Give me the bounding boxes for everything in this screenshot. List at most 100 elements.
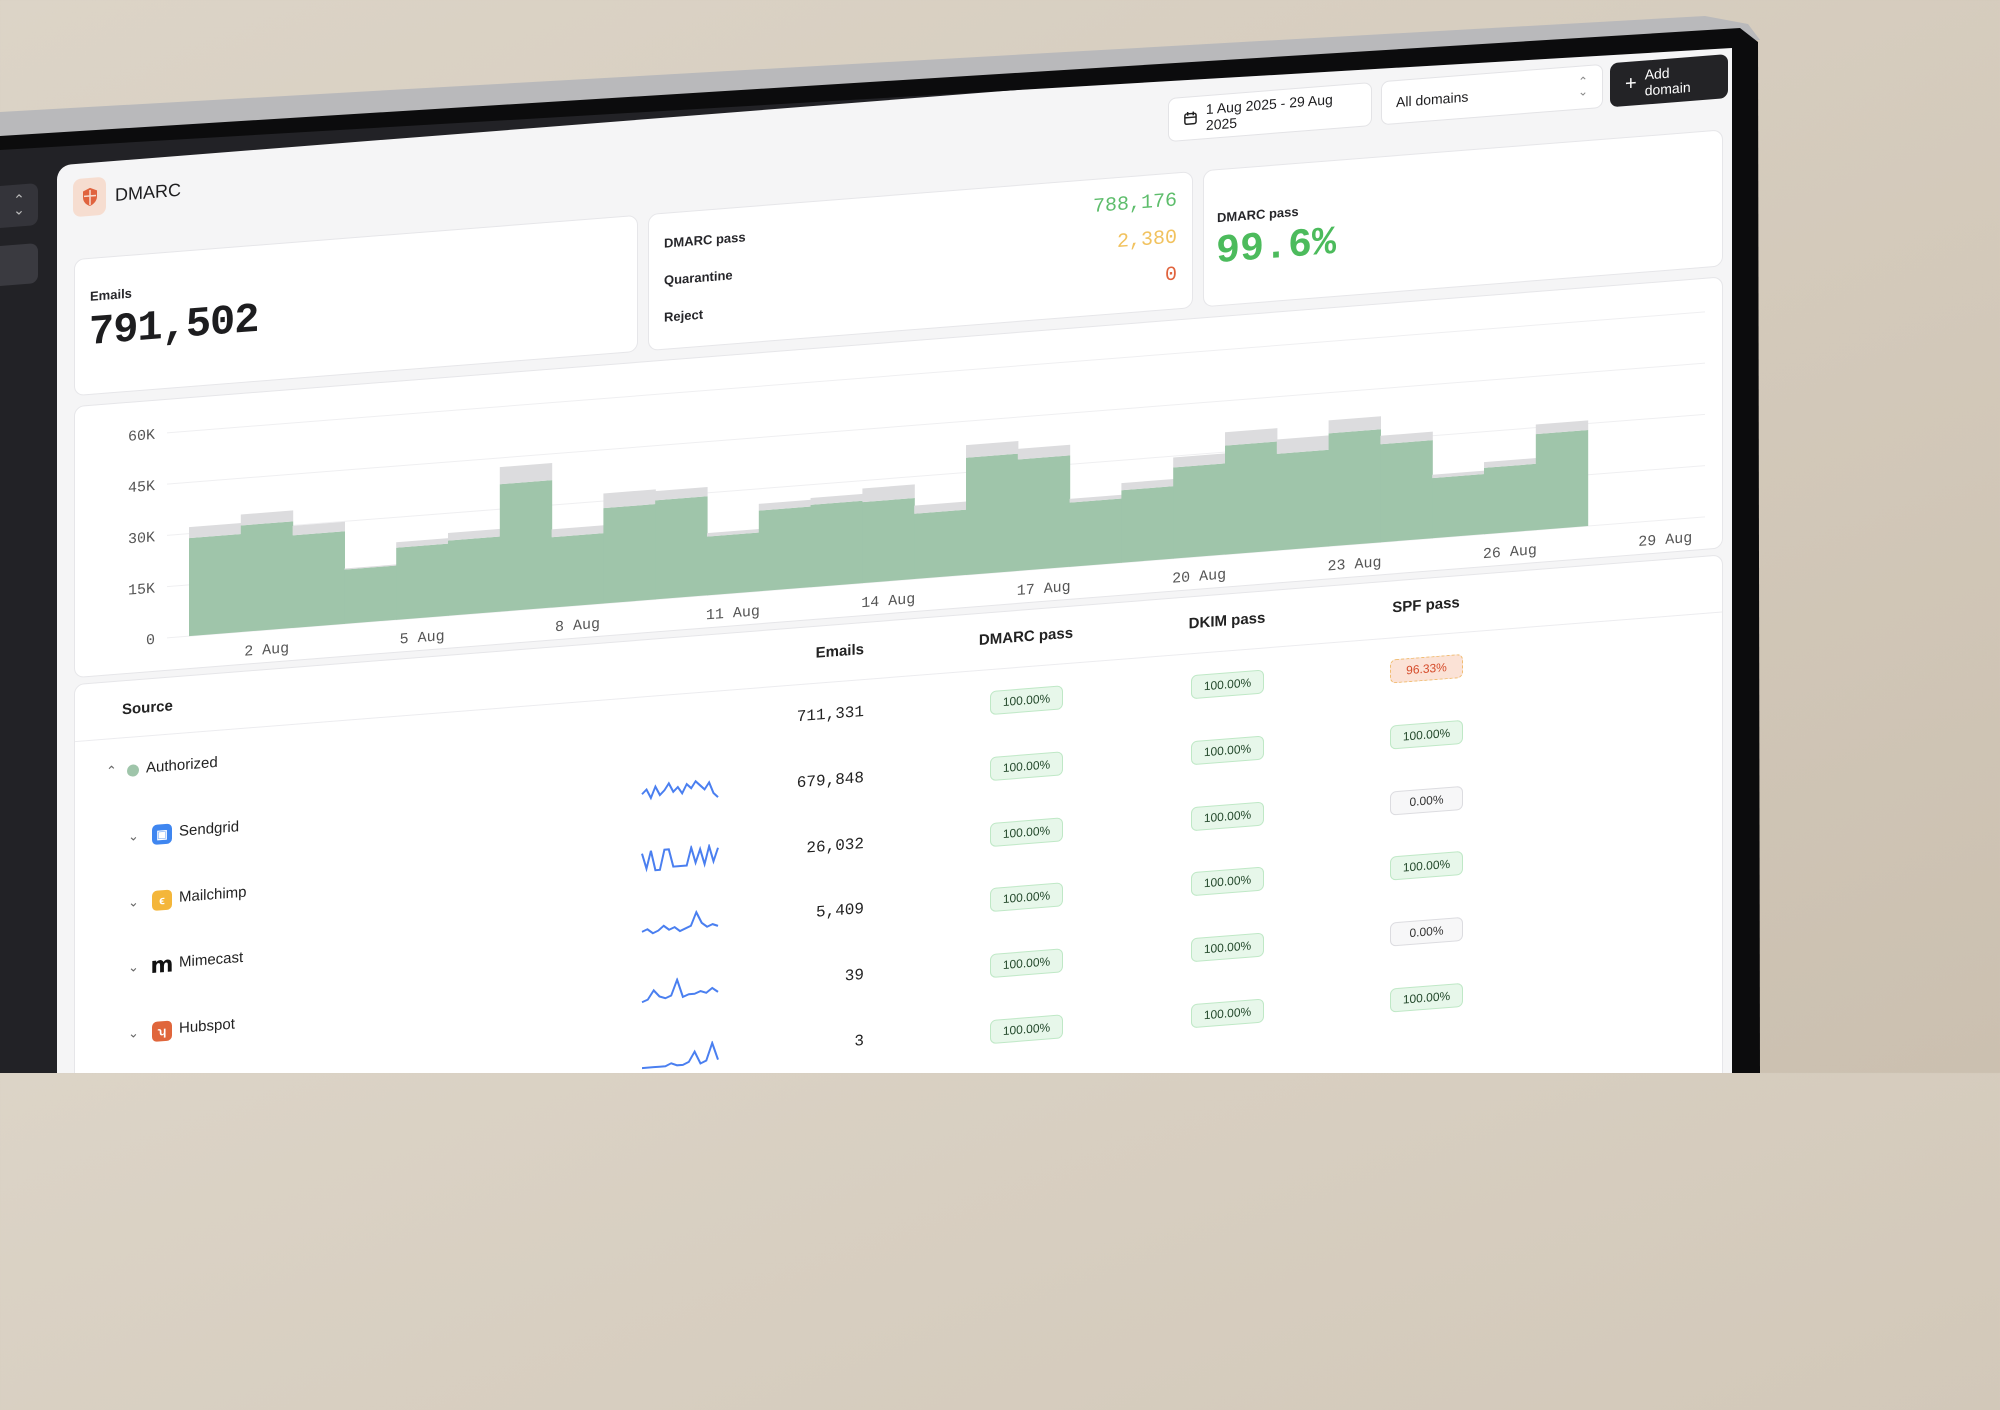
bar-other[interactable] <box>1328 416 1381 434</box>
bar-pass[interactable] <box>499 480 553 612</box>
bar-pass[interactable] <box>655 496 708 600</box>
add-domain-label: Add domain <box>1644 64 1691 99</box>
sparkline <box>641 910 719 935</box>
pass-rate-label: DMARC pass <box>1217 203 1299 226</box>
bar-pass[interactable] <box>1173 463 1226 559</box>
bar-pass[interactable] <box>189 533 242 637</box>
bar-other[interactable] <box>1484 457 1537 468</box>
table-row[interactable]: ⌄ ʮ Hubspot 39 100.00% 100.00% 0.00% <box>75 555 1722 1043</box>
bar-pass[interactable] <box>448 536 501 616</box>
bar-other[interactable] <box>1121 479 1174 491</box>
dmarc-pass-badge: 100.00% <box>990 882 1063 913</box>
column-header-source[interactable]: Source <box>122 697 173 719</box>
bar-pass[interactable] <box>1069 498 1122 567</box>
bar-pass[interactable] <box>603 504 656 604</box>
table-row[interactable]: ⌄ ϵ Mailchimp 26,032 100.00% 100.00% 0.00% <box>75 555 1722 911</box>
add-domain-button[interactable]: + Add domain <box>1610 54 1728 108</box>
column-header-dmarc-pass[interactable]: DMARC pass <box>978 624 1074 649</box>
bar-pass[interactable] <box>1017 455 1071 571</box>
chevron-down-icon[interactable]: ⌄ <box>128 959 139 976</box>
bar-pass[interactable] <box>1276 449 1330 551</box>
bar-other[interactable] <box>655 487 708 501</box>
bar-pass[interactable] <box>1225 441 1278 555</box>
hubspot-logo-icon: ʮ <box>152 1020 172 1043</box>
date-range-picker[interactable]: 1 Aug 2025 - 29 Aug 2025 <box>1168 82 1372 143</box>
bar-pass[interactable] <box>551 533 605 608</box>
column-header-spf-pass[interactable]: SPF pass <box>1392 594 1460 617</box>
sidebar-item[interactable] <box>0 243 38 286</box>
bar-pass[interactable] <box>707 532 760 596</box>
dkim-pass-badge: 100.00% <box>1191 932 1264 963</box>
dkim-pass-badge: 100.00% <box>1191 801 1264 831</box>
bar-other[interactable] <box>344 564 397 570</box>
bar-other[interactable] <box>603 489 656 509</box>
table-row[interactable]: ⌄ ▣ Sendgrid 679,848 100.00% 100.00% 100.00% <box>75 555 1722 845</box>
bar-other[interactable] <box>966 441 1019 458</box>
sparkline <box>642 1040 719 1070</box>
bar-other[interactable] <box>1069 494 1122 503</box>
bar-pass[interactable] <box>1380 440 1433 543</box>
bar-pass[interactable] <box>1432 474 1485 539</box>
bar-other[interactable] <box>707 529 760 537</box>
bar-pass[interactable] <box>914 509 967 580</box>
domain-select-value: All domains <box>1396 88 1469 111</box>
chevron-down-icon[interactable]: ⌄ <box>128 1091 139 1107</box>
bar-other[interactable] <box>1173 453 1226 468</box>
domain-select[interactable]: All domains ⌃ ⌄ <box>1381 63 1603 126</box>
bar-pass[interactable] <box>1484 463 1537 535</box>
bar-pass[interactable] <box>758 506 812 592</box>
dkim-pass-badge: 100.00% <box>1191 735 1264 766</box>
chevron-down-icon[interactable]: ⌄ <box>128 827 139 844</box>
bar-other[interactable] <box>1225 428 1278 446</box>
x-tick-label: 14 Aug <box>861 590 915 612</box>
sendgrid-logo-icon: ▣ <box>152 823 172 845</box>
x-tick-label: 5 Aug <box>400 627 445 649</box>
bar-pass[interactable] <box>1535 429 1589 531</box>
bar-other[interactable] <box>499 463 553 485</box>
dmarc-shield-icon <box>73 176 106 218</box>
bar-other[interactable] <box>1380 431 1433 445</box>
bar-pass[interactable] <box>240 521 294 633</box>
bar-pass[interactable] <box>344 565 397 624</box>
gridline <box>167 311 1705 434</box>
bar-other[interactable] <box>551 525 605 538</box>
bar-pass[interactable] <box>1121 486 1174 563</box>
column-header-dkim-pass[interactable]: DKIM pass <box>1188 609 1266 633</box>
bar-pass[interactable] <box>1328 429 1381 547</box>
table-row[interactable]: ⌄ 3 100.00% 100.00% 100.00% <box>75 555 1722 1070</box>
bar-other[interactable] <box>758 499 812 511</box>
chevron-down-icon[interactable]: ⌄ <box>128 1025 139 1042</box>
mimecast-logo-icon: m <box>150 952 174 980</box>
chevron-down-icon[interactable]: ⌄ <box>128 893 139 910</box>
workspace-switcher[interactable]: ⌃ ⌄ <box>0 183 38 228</box>
bar-pass[interactable] <box>292 531 346 628</box>
bar-pass[interactable] <box>966 453 1019 575</box>
bar-other[interactable] <box>810 493 863 505</box>
bar-other[interactable] <box>1432 470 1485 479</box>
bar-other[interactable] <box>1017 444 1071 460</box>
bar-other[interactable] <box>1276 435 1330 454</box>
bar-other[interactable] <box>448 528 501 541</box>
chart-svg: 0 15K 30K 45K 60K 2 Aug 5 Aug 8 Aug 11 Aug 14 Aug… <box>128 311 1705 661</box>
dmarc-pass-badge: 100.00% <box>990 948 1063 979</box>
column-header-emails[interactable]: Emails <box>815 641 864 662</box>
table-body: ⌃ Authorized 711,331 100.00% 100.00% 96.33% ⌄ ▣… <box>75 555 1722 1070</box>
app-window: ⌃ ⌄ DMARC 1 Aug 2025 - 29 Aug 2025 All do… <box>0 48 1732 1073</box>
bar-other[interactable] <box>1535 420 1589 435</box>
bar-other[interactable] <box>862 484 915 503</box>
chevron-up-icon[interactable]: ⌃ <box>106 762 117 779</box>
table-row[interactable]: ⌄ m Mimecast 5,409 100.00% 100.00% 100.00% <box>75 555 1722 979</box>
bar-pass[interactable] <box>396 543 449 620</box>
bar-pass[interactable] <box>862 498 915 584</box>
bar-other[interactable] <box>240 510 294 526</box>
bar-other[interactable] <box>914 501 967 514</box>
sparkline-line <box>641 976 719 1004</box>
bar-other[interactable] <box>189 523 242 539</box>
bar-other[interactable] <box>292 521 346 536</box>
sparkline <box>641 843 719 873</box>
sparkline <box>641 779 719 801</box>
bar-pass[interactable] <box>810 500 863 588</box>
x-tick-label: 23 Aug <box>1328 553 1382 575</box>
bar-other[interactable] <box>396 538 449 548</box>
dmarc-pass-badge: 100.00% <box>990 685 1063 716</box>
